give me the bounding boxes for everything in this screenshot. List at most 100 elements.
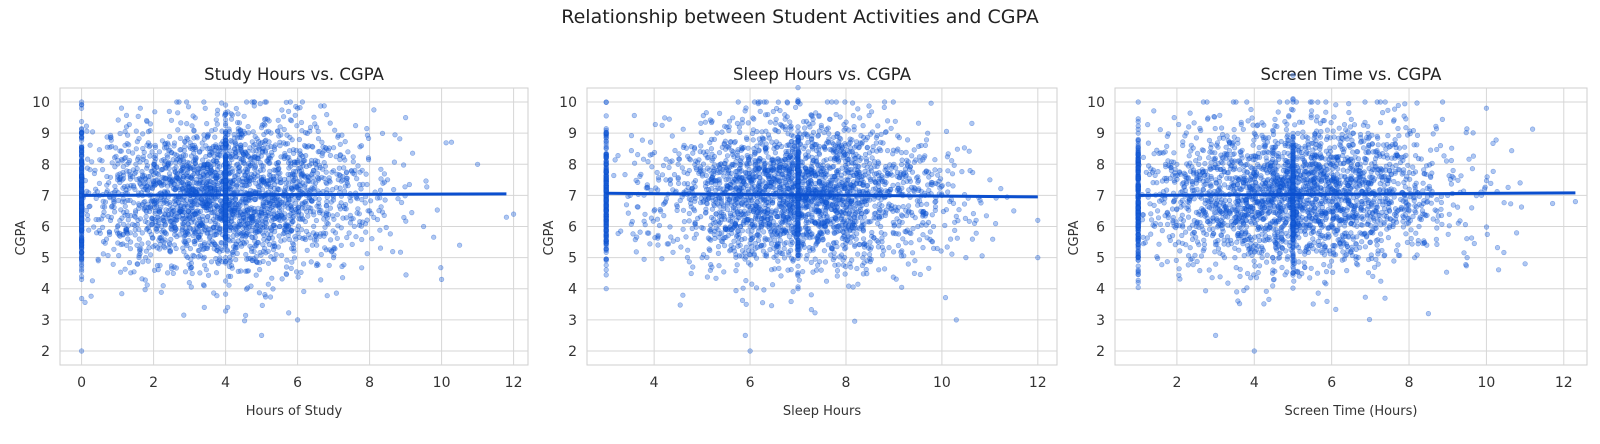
scatter-point [702, 119, 709, 125]
scatter-point [350, 170, 356, 176]
scatter-point [240, 151, 246, 157]
scatter-point [223, 230, 229, 236]
scatter-point [923, 222, 929, 228]
scatter-point [206, 235, 212, 241]
scatter-point [134, 176, 140, 183]
scatter-point [971, 220, 978, 226]
scatter-point [680, 126, 686, 132]
scatter-point [333, 290, 340, 296]
scatter-point [310, 179, 316, 185]
sleep-hours-xtick-label: 12 [1029, 375, 1047, 391]
scatter-point [295, 230, 301, 236]
scatter-point [223, 140, 229, 146]
scatter-point [223, 102, 229, 108]
scatter-point [84, 188, 90, 194]
scatter-point [205, 272, 212, 278]
scatter-point [133, 146, 139, 152]
scatter-point [660, 162, 667, 169]
scatter-point [185, 208, 191, 214]
scatter-point [201, 136, 207, 142]
scatter-point [143, 214, 149, 220]
scatter-point [133, 128, 139, 134]
scatter-point [309, 185, 315, 191]
scatter-point [952, 227, 958, 233]
scatter-point [992, 221, 999, 227]
scatter-point [324, 181, 330, 187]
scatter-point [213, 117, 219, 123]
scatter-point [341, 262, 347, 268]
scatter-point [166, 171, 173, 177]
scatter-point [261, 236, 267, 242]
scatter-point [300, 216, 306, 222]
sleep-hours-title: Sleep Hours vs. CGPA [733, 65, 912, 84]
scatter-point [276, 233, 282, 239]
study-hours-ytick-label: 3 [41, 313, 50, 329]
scatter-point [120, 196, 126, 202]
scatter-point [876, 146, 883, 152]
scatter-point [858, 133, 864, 139]
scatter-point [311, 114, 317, 120]
scatter-point [677, 197, 683, 204]
scatter-point [935, 172, 941, 178]
scatter-point [97, 230, 103, 236]
scatter-point [303, 163, 310, 170]
scatter-point [383, 224, 389, 231]
study-hours-xtick-label: 2 [149, 375, 158, 391]
scatter-point [265, 248, 271, 254]
scatter-point [140, 154, 146, 160]
scatter-point [246, 179, 252, 185]
scatter-point [282, 227, 289, 233]
scatter-point [145, 129, 151, 135]
scatter-point [228, 170, 234, 176]
scatter-point [275, 162, 281, 168]
scatter-point [175, 110, 181, 116]
scatter-point [212, 218, 218, 224]
scatter-point [202, 169, 208, 175]
scatter-point [733, 288, 739, 294]
scatter-point [262, 116, 268, 122]
scatter-point [764, 145, 770, 151]
scatter-point [260, 258, 266, 265]
scatter-point [374, 195, 381, 201]
scatter-point [136, 176, 142, 182]
scatter-point [111, 196, 117, 202]
scatter-point [148, 252, 154, 258]
scatter-point [126, 121, 132, 128]
scatter-point [191, 253, 197, 259]
scatter-point [207, 239, 213, 245]
scatter-point [185, 104, 192, 110]
scatter-point [260, 230, 266, 236]
scatter-point [115, 197, 122, 204]
scatter-point [223, 172, 229, 178]
scatter-point [334, 235, 340, 241]
scatter-point [204, 120, 210, 127]
scatter-point [353, 234, 359, 240]
scatter-point [928, 100, 934, 106]
scatter-point [659, 172, 666, 178]
scatter-point [316, 200, 322, 206]
scatter-point [168, 218, 174, 224]
scatter-point [750, 137, 756, 143]
scatter-point [165, 154, 171, 160]
scatter-point [781, 255, 788, 261]
scatter-point [409, 210, 415, 216]
scatter-point [348, 168, 355, 174]
scatter-point [857, 115, 863, 121]
scatter-point [723, 234, 729, 240]
sleep-hours-ytick-label: 6 [568, 220, 577, 236]
scatter-point [292, 200, 298, 206]
scatter-point [949, 251, 955, 257]
scatter-point [391, 187, 397, 193]
scatter-point [78, 204, 85, 211]
scatter-point [740, 285, 746, 291]
scatter-point [873, 140, 879, 146]
scatter-point [241, 113, 247, 119]
scatter-point [303, 200, 309, 207]
scatter-point [961, 145, 968, 151]
scatter-point [831, 250, 837, 256]
scatter-point [382, 197, 388, 203]
scatter-point [709, 264, 715, 270]
scatter-point [313, 262, 320, 269]
scatter-point [630, 231, 636, 237]
scatter-point [156, 237, 162, 243]
